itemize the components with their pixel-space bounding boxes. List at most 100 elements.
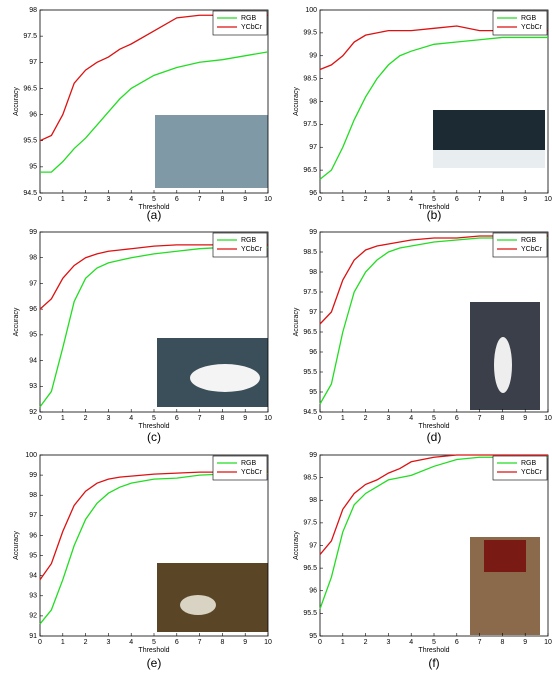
x-tick-label: 9 [523,196,527,203]
caption: (c) [147,430,161,444]
x-tick-label: 5 [152,196,156,203]
legend-label: RGB [521,460,537,467]
x-tick-label: 0 [318,196,322,203]
x-tick-label: 0 [38,639,42,646]
x-tick-label: 7 [198,639,202,646]
x-tick-label: 5 [432,196,436,203]
y-tick-label: 94.5 [23,190,37,197]
photo [190,364,260,392]
x-tick-label: 6 [455,639,459,646]
x-tick-label: 3 [386,196,390,203]
legend: RGB YCbCr [493,233,547,257]
x-tick-label: 0 [38,415,42,422]
y-tick-label: 95 [309,389,317,396]
x-tick-label: 10 [264,196,272,203]
y-tick-label: 97 [29,512,37,519]
y-tick-label: 99 [29,229,37,236]
x-tick-label: 9 [523,639,527,646]
x-tick-label: 1 [61,415,65,422]
figure: 01234567891094.59595.59696.59797.598Thre… [0,0,552,674]
y-tick-label: 94 [29,357,37,364]
y-tick-label: 97 [29,59,37,66]
y-tick-label: 99 [309,452,317,459]
x-tick-label: 2 [364,415,368,422]
legend-label: YCbCr [521,246,543,253]
caption: (a) [147,208,162,222]
legend-label: RGB [241,460,257,467]
x-tick-label: 4 [129,415,133,422]
y-axis-label: Accuracy [13,87,20,116]
x-tick-label: 10 [264,639,272,646]
x-tick-label: 7 [478,639,482,646]
legend-label: RGB [521,237,537,244]
caption: (b) [427,208,442,222]
x-tick-label: 2 [84,196,88,203]
y-tick-label: 98.5 [303,249,317,256]
y-tick-label: 91 [29,633,37,640]
caption: (e) [147,656,162,670]
y-tick-label: 99 [309,53,317,60]
x-tick-label: 1 [61,196,65,203]
x-tick-label: 3 [106,415,110,422]
x-tick-label: 10 [544,415,552,422]
caption: (f) [428,656,439,670]
y-tick-label: 97 [309,144,317,151]
y-axis-label: Accuracy [293,87,300,116]
y-axis-label: Accuracy [13,307,20,336]
y-tick-label: 100 [305,7,317,14]
photo [433,150,545,168]
x-tick-label: 8 [220,639,224,646]
y-tick-label: 98 [309,269,317,276]
y-tick-label: 96.5 [303,565,317,572]
y-axis-label: Accuracy [293,531,300,560]
y-tick-label: 98 [29,492,37,499]
x-tick-label: 3 [386,639,390,646]
x-tick-label: 5 [152,415,156,422]
y-tick-label: 99 [29,472,37,479]
x-tick-label: 0 [38,196,42,203]
x-tick-label: 8 [500,415,504,422]
x-axis-label: Threshold [418,647,449,654]
panel: 0123456789109293949596979899ThresholdAcc… [13,229,272,444]
y-tick-label: 96 [309,190,317,197]
legend-label: YCbCr [241,469,263,476]
photo [157,563,268,632]
x-tick-label: 3 [386,415,390,422]
y-tick-label: 96.5 [23,85,37,92]
legend: RGB YCbCr [213,456,267,480]
x-tick-label: 6 [455,196,459,203]
x-tick-label: 2 [364,639,368,646]
y-tick-label: 96 [309,588,317,595]
x-tick-label: 6 [175,196,179,203]
x-tick-label: 4 [409,415,413,422]
photo [180,595,216,615]
x-tick-label: 2 [84,639,88,646]
y-tick-label: 97.5 [303,520,317,527]
y-tick-label: 93 [29,593,37,600]
y-tick-label: 96 [29,532,37,539]
x-axis-label: Threshold [418,423,449,430]
y-tick-label: 95 [309,633,317,640]
y-tick-label: 97.5 [303,121,317,128]
x-tick-label: 5 [432,639,436,646]
x-axis-label: Threshold [138,423,169,430]
x-tick-label: 6 [455,415,459,422]
y-tick-label: 95 [29,332,37,339]
x-tick-label: 2 [84,415,88,422]
x-tick-label: 9 [243,196,247,203]
y-tick-label: 100 [25,452,37,459]
legend-label: YCbCr [521,24,543,31]
y-tick-label: 96 [29,111,37,118]
x-tick-label: 10 [544,196,552,203]
y-tick-label: 98 [309,98,317,105]
y-axis-label: Accuracy [293,307,300,336]
x-tick-label: 9 [243,639,247,646]
x-axis-label: Threshold [138,647,169,654]
y-tick-label: 98.5 [303,75,317,82]
y-tick-label: 97 [29,280,37,287]
y-tick-label: 98 [309,497,317,504]
